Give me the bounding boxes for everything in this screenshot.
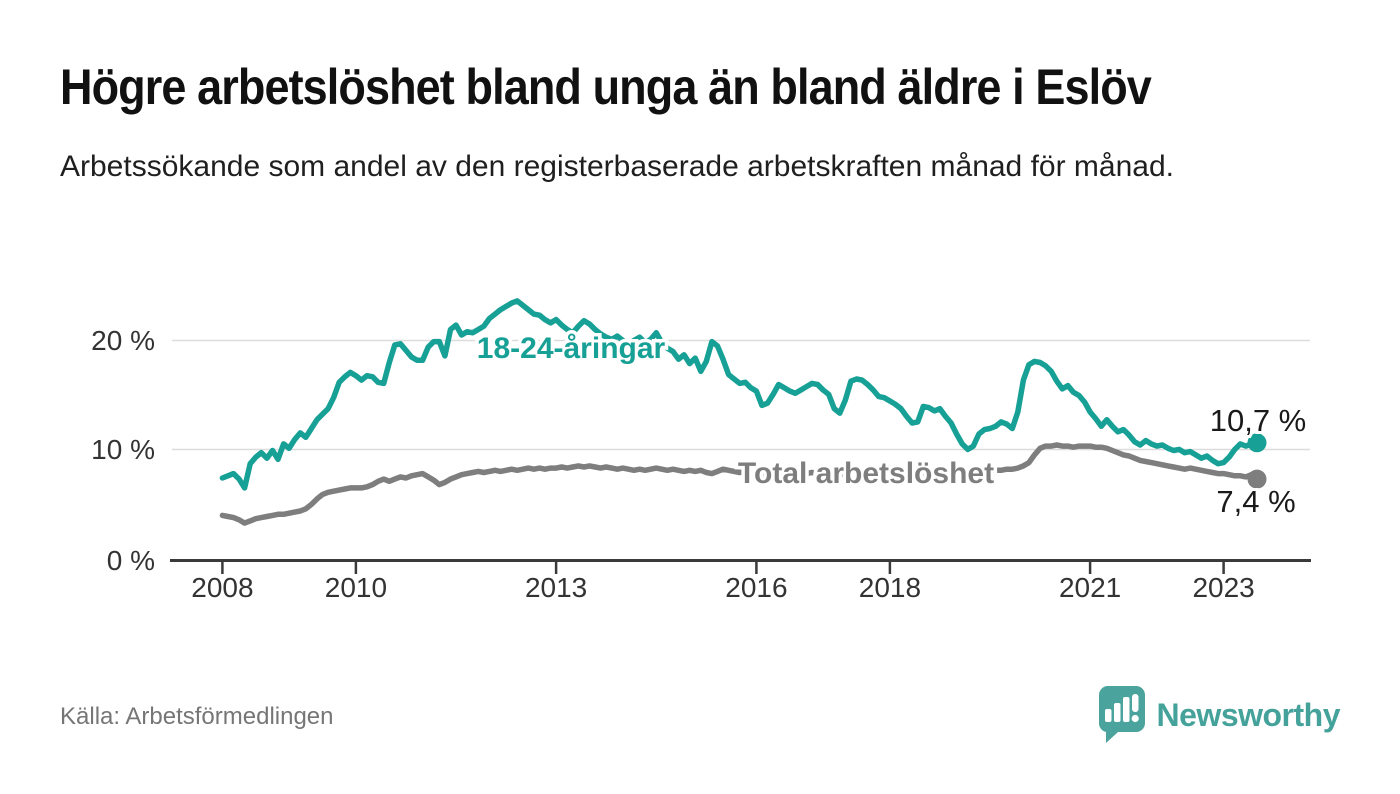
svg-text:2021: 2021 — [1059, 572, 1121, 603]
y-tick-10: 10 % — [91, 434, 155, 465]
newsworthy-logo-text: Newsworthy — [1156, 696, 1341, 733]
y-tick-0: 0 % — [107, 545, 155, 576]
total-end-dot — [1247, 469, 1267, 489]
svg-text:2018: 2018 — [859, 572, 921, 603]
total-series-line — [219, 442, 1260, 526]
x-axis-labels: 2008 2010 2013 2016 2018 2021 2023 — [191, 572, 1254, 603]
svg-text:2010: 2010 — [325, 572, 387, 603]
exclamation-glyph — [1131, 694, 1139, 723]
source-attribution: Källa: Arbetsförmedlingen — [60, 703, 334, 730]
svg-text:2016: 2016 — [725, 572, 787, 603]
x-axis-ticks — [221, 562, 1225, 574]
svg-text:2023: 2023 — [1192, 572, 1254, 603]
newsworthy-logo-icon — [1098, 686, 1145, 743]
newsworthy-logo: Newsworthy — [1096, 684, 1341, 746]
youth-end-dot — [1247, 433, 1267, 453]
page-title: Högre arbetslöshet bland unga än bland ä… — [60, 59, 1152, 115]
bar-chart-glyph — [1104, 697, 1130, 722]
svg-text:2008: 2008 — [191, 572, 253, 603]
total-series-label: Total arbetslöshet — [738, 457, 994, 490]
svg-text:2013: 2013 — [525, 572, 587, 603]
y-tick-20: 20 % — [91, 325, 155, 356]
youth-series-label: 18-24-åringar — [477, 332, 666, 365]
total-end-value-label: 7,4 % — [1216, 484, 1295, 519]
youth-series-line — [219, 298, 1260, 491]
youth-end-value-label: 10,7 % — [1210, 403, 1307, 438]
page-subtitle: Arbetssökande som andel av den registerb… — [60, 150, 1174, 183]
